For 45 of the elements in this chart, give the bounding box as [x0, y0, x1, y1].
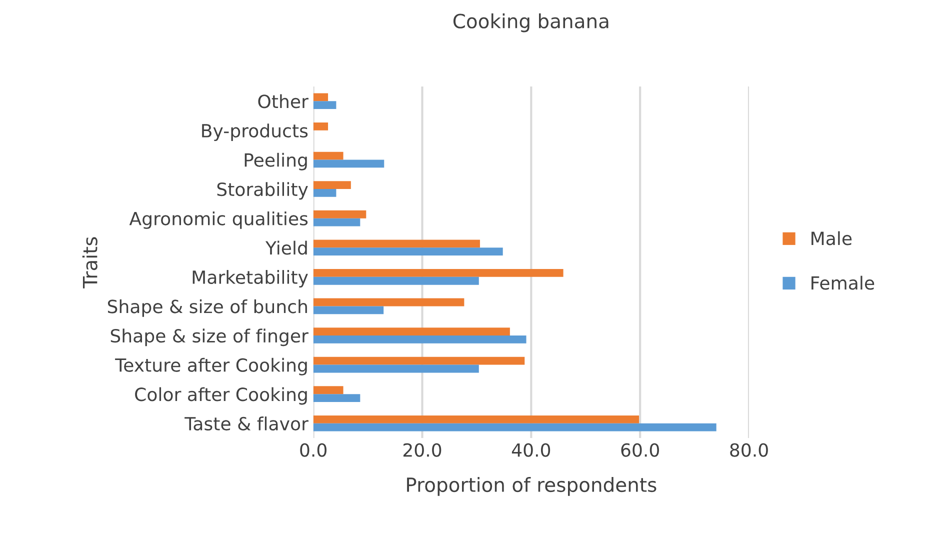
x-axis-title: Proportion of respondents	[407, 477, 656, 496]
bar	[313, 181, 351, 190]
y-tick-label: Shape & size of bunch	[108, 299, 307, 317]
legend-label: Female	[812, 276, 874, 290]
bar	[313, 394, 360, 402]
bar	[313, 210, 366, 218]
bar	[313, 93, 328, 102]
bar	[313, 152, 344, 160]
bar	[313, 423, 716, 432]
legend-label: Male	[812, 231, 852, 246]
y-tick-label: Yield	[265, 240, 307, 255]
y-tick-label: Other	[258, 94, 308, 108]
bar	[313, 335, 526, 344]
x-tick-label: 60.0	[621, 443, 659, 457]
y-tick-label: Color after Cooking	[135, 387, 307, 405]
bar	[313, 306, 384, 314]
bar	[313, 364, 479, 373]
x-tick-label: 40.0	[512, 443, 550, 457]
bar	[313, 356, 525, 365]
bar	[313, 122, 328, 130]
y-tick-label: By-products	[202, 124, 308, 142]
bar	[313, 189, 336, 197]
bar	[313, 240, 480, 248]
bar	[313, 160, 384, 168]
bar	[313, 269, 564, 277]
x-tick-label: 20.0	[403, 443, 442, 457]
y-tick-label: Texture after Cooking	[115, 358, 307, 376]
bar	[313, 248, 503, 256]
bar	[313, 386, 344, 394]
y-tick-label: Taste & flavor	[184, 416, 308, 430]
bar	[313, 298, 464, 306]
y-axis-title: Traits	[82, 237, 98, 288]
bar	[313, 328, 510, 336]
bar	[313, 276, 479, 285]
y-tick-label: Agronomic qualities	[129, 211, 308, 229]
x-tick-label: 0.0	[300, 443, 326, 457]
y-tick-label: Marketability	[192, 270, 308, 288]
chart-title: Cooking banana	[453, 13, 608, 32]
y-tick-label: Storability	[217, 182, 308, 200]
bar	[313, 218, 360, 226]
bar	[313, 101, 336, 110]
bar	[313, 415, 640, 424]
x-tick-label: 80.0	[730, 443, 768, 457]
y-tick-label: Peeling	[244, 152, 307, 170]
y-tick-label: Shape & size of finger	[110, 328, 308, 346]
